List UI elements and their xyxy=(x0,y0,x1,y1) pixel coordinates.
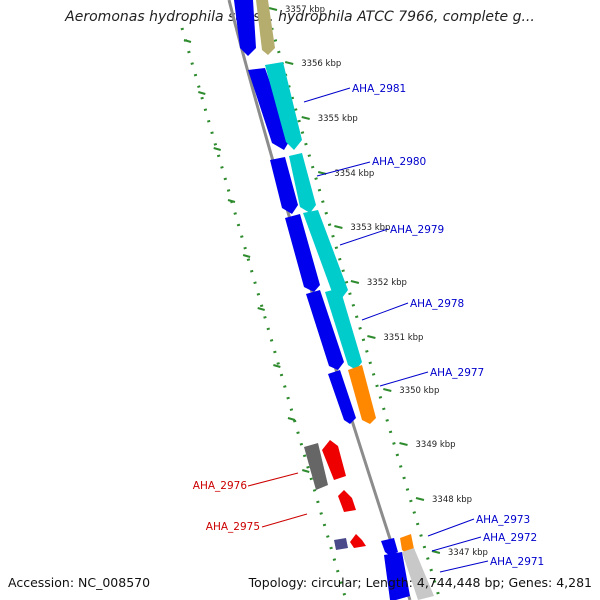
position-label: 3356 kbp xyxy=(301,59,341,69)
inner-tick xyxy=(287,417,296,421)
cds-arrow-reverse xyxy=(338,490,356,512)
inner-tick xyxy=(273,364,281,368)
gene-label-connector xyxy=(361,302,409,321)
genome-summary: Topology: circular; Length: 4,744,448 bp… xyxy=(248,575,592,590)
inner-tick xyxy=(227,199,236,203)
cds-arrow-forward xyxy=(306,290,344,370)
orange-feature xyxy=(348,365,376,424)
inner-tick xyxy=(257,307,265,311)
inner-tick xyxy=(198,91,206,95)
gene-label-connector xyxy=(439,560,489,573)
accession-label: Accession: NC_008570 xyxy=(8,575,151,590)
cds-arrow-forward xyxy=(285,214,320,292)
gene-label-connector xyxy=(247,472,299,487)
inner-tick xyxy=(242,254,251,258)
outer-dotted-guide xyxy=(263,4,442,600)
position-tick xyxy=(350,280,360,284)
dotted-guides xyxy=(180,4,442,600)
gene-label-connector xyxy=(379,371,429,387)
position-tick xyxy=(284,61,294,65)
gene-labels: AHA_2981 AHA_2980 AHA_2979 AHA_2978 AHA_2977… xyxy=(193,83,544,573)
position-label: 3355 kbp xyxy=(318,114,358,124)
gene-label: AHA_2972 xyxy=(483,532,537,544)
kbp-ticks: 3357 kbp 3356 kbp 3355 kbp 3354 kbp 3353 kbp… xyxy=(183,5,488,558)
cds-arrow-forward xyxy=(234,0,256,56)
orange-feature xyxy=(400,534,414,553)
gene-label-connector xyxy=(316,161,371,177)
gene-label-connector xyxy=(431,536,482,552)
cds-arrow-forward xyxy=(270,157,298,214)
cds-arrow-forward xyxy=(381,538,398,556)
gene-label: AHA_2971 xyxy=(490,556,544,568)
position-tick xyxy=(268,7,278,11)
cds-arrow-forward xyxy=(328,370,356,424)
orf-arrow-forward xyxy=(265,62,302,150)
orf-arrow-forward xyxy=(289,153,316,213)
feature-tracks xyxy=(234,0,434,600)
gene-label: AHA_2975 xyxy=(206,521,260,533)
gene-label: AHA_2980 xyxy=(372,156,426,168)
position-label: 3348 kbp xyxy=(432,495,472,505)
gene-label: AHA_2979 xyxy=(390,224,444,236)
slate-feature xyxy=(334,538,348,550)
position-label: 3347 kbp xyxy=(448,548,488,558)
cds-arrow-forward xyxy=(248,68,290,150)
position-label: 3357 kbp xyxy=(285,5,325,15)
cds-arrow-forward xyxy=(384,552,410,600)
inner-tick xyxy=(183,39,192,43)
cds-arrow-reverse xyxy=(322,440,346,480)
orf-arrow-forward xyxy=(303,210,348,298)
gene-label: AHA_2977 xyxy=(430,367,484,379)
gene-label-connector xyxy=(303,87,351,103)
cds-arrow-reverse xyxy=(350,534,366,548)
gene-label-connector xyxy=(427,518,475,537)
gene-label-connector xyxy=(339,228,389,246)
position-tick xyxy=(334,225,343,229)
gene-label-connector xyxy=(261,513,308,528)
gene-label: AHA_2976 xyxy=(193,480,248,492)
orf-arrow-forward xyxy=(325,288,362,370)
position-label: 3352 kbp xyxy=(367,278,407,288)
position-tick xyxy=(383,388,392,392)
position-label: 3350 kbp xyxy=(399,386,439,396)
position-tick xyxy=(301,116,310,120)
inner-tick xyxy=(301,469,310,473)
grey-feature xyxy=(304,443,328,490)
map-title: Aeromonas hydrophila subsp. hydrophila A… xyxy=(65,9,535,25)
position-tick xyxy=(431,550,441,554)
position-label: 3354 kbp xyxy=(334,169,374,179)
position-tick xyxy=(415,497,425,501)
gene-label: AHA_2981 xyxy=(352,83,406,95)
position-label: 3349 kbp xyxy=(416,440,456,450)
inner-tick xyxy=(213,147,221,151)
position-label: 3351 kbp xyxy=(383,333,423,343)
gene-label: AHA_2973 xyxy=(476,514,530,526)
position-label: 3353 kbp xyxy=(350,223,390,233)
position-tick xyxy=(399,442,408,446)
grey-feature xyxy=(402,548,434,600)
khaki-feature xyxy=(256,0,275,55)
gene-label: AHA_2978 xyxy=(410,298,464,310)
position-tick xyxy=(367,335,376,339)
